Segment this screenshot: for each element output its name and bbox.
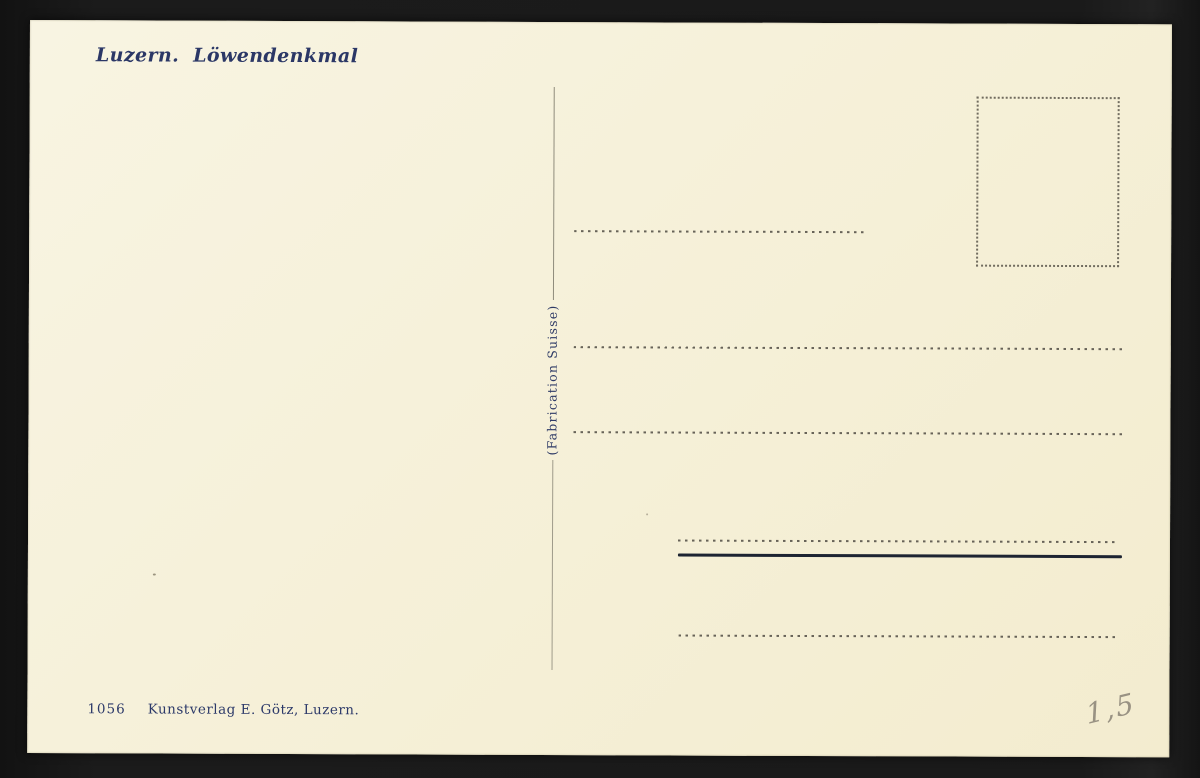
divider-line-upper <box>552 87 555 301</box>
address-line-5 <box>678 634 1119 639</box>
stamp-box <box>976 96 1120 268</box>
handwritten-price: 1,5 <box>1083 686 1138 732</box>
address-line-1 <box>574 230 867 234</box>
postcard-title: Luzern. Löwendenkmal <box>95 44 359 68</box>
address-line-4 <box>678 539 1117 544</box>
paper-speck <box>152 573 156 576</box>
publisher-serial-number: 1056 <box>87 701 126 718</box>
publisher-name: Kunstverlag E. Götz, Luzern. <box>147 701 360 719</box>
publisher-imprint: 1056 Kunstverlag E. Götz, Luzern. <box>87 701 359 718</box>
paper-speck <box>646 513 649 516</box>
address-line-3 <box>573 431 1124 436</box>
postcard-back: Luzern. Löwendenkmal (Fabrication Suisse… <box>27 20 1172 758</box>
divider-line-lower <box>551 460 554 671</box>
fabrication-note: (Fabrication Suisse) <box>544 304 560 456</box>
address-underline-rule <box>677 553 1122 559</box>
address-line-2 <box>573 346 1124 351</box>
